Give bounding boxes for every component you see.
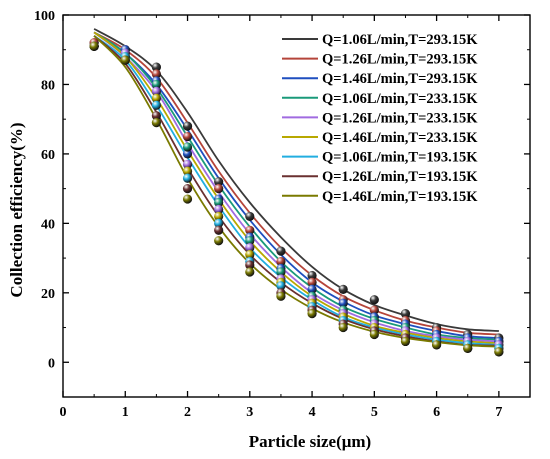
data-point (276, 291, 286, 301)
data-point (214, 177, 224, 187)
y-axis-label: Collection efficiency(%) (7, 122, 26, 297)
series-layer (89, 28, 504, 357)
legend-label: Q=1.46L/min,T=293.15K (322, 71, 478, 87)
data-point (182, 149, 193, 159)
data-point (245, 236, 255, 246)
data-point (182, 142, 193, 152)
x-tick-label: 7 (495, 405, 502, 420)
x-tick-label: 6 (433, 405, 440, 420)
data-point (369, 305, 379, 315)
y-tick-label: 40 (41, 217, 55, 232)
data-point (276, 267, 286, 277)
data-point (276, 256, 286, 267)
legend-label: Q=1.06L/min,T=233.15K (322, 91, 478, 107)
x-axis-label: Particle size(μm) (249, 432, 371, 451)
legend-label: Q=1.06L/min,T=293.15K (322, 32, 478, 48)
data-point (307, 270, 317, 281)
legend-label: Q=1.46L/min,T=193.15K (322, 189, 478, 205)
data-point (245, 260, 255, 270)
data-point (214, 184, 224, 194)
y-tick-label: 20 (41, 287, 55, 302)
data-point (338, 322, 348, 333)
data-point (276, 246, 286, 256)
data-point (151, 69, 161, 79)
x-tick-label: 4 (309, 405, 316, 420)
data-point (276, 281, 286, 291)
data-point (432, 340, 442, 350)
legend: Q=1.06L/min,T=293.15K Q=1.26L/min,T=293.1… (282, 32, 478, 205)
data-point (151, 79, 161, 90)
data-point (214, 218, 224, 228)
data-point (369, 295, 379, 305)
data-point (338, 284, 348, 294)
data-point (245, 225, 255, 235)
plot-frame (62, 14, 531, 398)
data-point (151, 93, 161, 103)
data-point (182, 166, 193, 176)
data-point (214, 204, 224, 215)
data-point (245, 211, 255, 222)
data-point (400, 336, 411, 347)
data-point (307, 284, 317, 294)
data-point (463, 343, 473, 353)
data-point (151, 118, 161, 128)
data-point (245, 243, 255, 253)
data-point (214, 211, 224, 222)
legend-label: Q=1.26L/min,T=293.15K (322, 52, 478, 68)
data-point (307, 309, 317, 319)
data-point (245, 267, 255, 277)
y-tick-label: 0 (48, 356, 55, 371)
data-point (89, 41, 99, 51)
data-point (214, 225, 224, 235)
data-point (182, 184, 193, 194)
data-point (120, 55, 130, 65)
x-tick-label: 1 (122, 405, 129, 420)
data-point (245, 250, 255, 260)
data-point (214, 197, 224, 208)
data-point (182, 173, 193, 183)
data-point (182, 131, 193, 142)
legend-label: Q=1.46L/min,T=233.15K (322, 130, 478, 146)
data-point (151, 100, 161, 110)
data-point (182, 159, 193, 169)
data-point (182, 194, 193, 204)
data-point (307, 277, 317, 287)
x-tick-label: 5 (371, 405, 378, 420)
data-point (151, 86, 161, 96)
data-point (400, 309, 411, 319)
legend-label: Q=1.26L/min,T=233.15K (322, 110, 478, 126)
y-tick-label: 60 (41, 148, 55, 163)
data-point (338, 298, 348, 308)
data-point (182, 121, 193, 131)
y-tick-label: 80 (41, 78, 55, 93)
data-point (214, 236, 224, 246)
x-tick-label: 3 (246, 405, 253, 420)
x-tick-label: 2 (184, 405, 191, 420)
y-tick-label: 100 (34, 9, 55, 24)
legend-label: Q=1.06L/min,T=193.15K (322, 150, 478, 166)
data-point (151, 62, 161, 72)
legend-label: Q=1.26L/min,T=193.15K (322, 169, 478, 185)
data-point (151, 111, 161, 121)
data-point (494, 347, 504, 357)
axes-layer: 0 1 2 3 4 5 6 7 0 20 40 60 80 100 (34, 9, 531, 420)
x-tick-label: 0 (60, 405, 67, 420)
data-point (369, 329, 379, 340)
